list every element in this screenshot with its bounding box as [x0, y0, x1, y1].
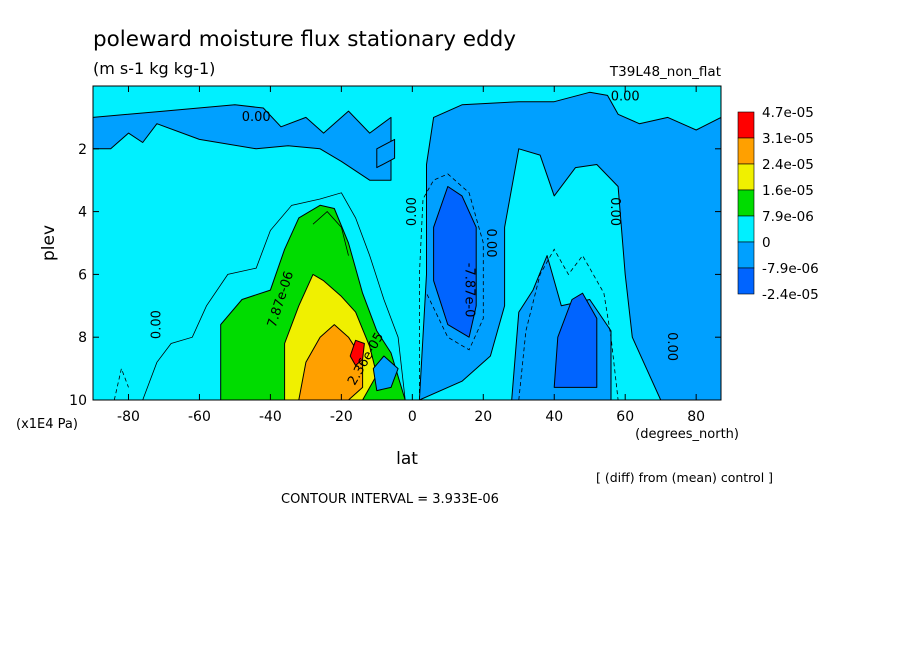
colorbar-label: 3.1e-05	[762, 131, 814, 147]
colorbar-label: 0	[762, 235, 771, 251]
x-tick-label: 80	[687, 409, 705, 425]
chart-units: (m s-1 kg kg-1)	[93, 59, 215, 78]
y-tick-label: 10	[69, 393, 87, 409]
colorbar-label: 2.4e-05	[762, 157, 814, 173]
run-label: T39L48_non_flat	[609, 64, 721, 80]
colorbar-label: -2.4e-05	[762, 287, 819, 303]
x-tick-label: -40	[259, 409, 282, 425]
colorbar-swatch	[737, 189, 755, 217]
contour-label-3: 0.00	[405, 197, 420, 226]
contour-line-2	[418, 173, 484, 400]
contour-label-8: -7.87e-0	[462, 263, 477, 318]
y-tick-label: 8	[78, 330, 87, 346]
contour-label-1: 0.00	[611, 90, 640, 105]
contour-region-2	[376, 138, 396, 169]
plot-area	[93, 86, 721, 400]
contour-line-0	[142, 192, 406, 400]
x-tick-label: 20	[474, 409, 492, 425]
contour-region-9	[298, 324, 364, 400]
contour-label-4: 0.00	[483, 229, 498, 258]
colorbar-label: -7.9e-06	[762, 261, 819, 277]
plot-frame	[92, 85, 722, 401]
contour-line-1	[312, 211, 349, 256]
y-tick-label: 2	[78, 142, 87, 158]
x-axis-unit: (degrees_north)	[635, 427, 739, 442]
x-tick-label: -20	[330, 409, 353, 425]
x-tick-label: 60	[616, 409, 634, 425]
y-tick-label: 6	[78, 267, 87, 283]
x-tick-label: 0	[408, 409, 417, 425]
contour-region-5	[433, 186, 477, 338]
contour-label-5: 0.00	[607, 197, 622, 226]
contour-line-4	[113, 367, 129, 400]
x-tick-label: 40	[545, 409, 563, 425]
y-axis-label: plev	[39, 225, 59, 261]
colorbar-swatch	[737, 241, 755, 269]
contour-region-11	[372, 355, 399, 392]
colorbar-swatch	[737, 137, 755, 165]
colorbar-swatch	[737, 215, 755, 243]
contour-line-3	[518, 248, 619, 400]
y-tick-label: 4	[78, 205, 87, 221]
chart-title: poleward moisture flux stationary eddy	[93, 27, 516, 52]
diff-note: [ (diff) from (mean) control ]	[596, 470, 773, 485]
contour-region-10	[349, 339, 365, 366]
contour-region-1	[93, 104, 392, 181]
colorbar-swatch	[737, 111, 755, 139]
colorbar-label: 1.6e-05	[762, 183, 814, 199]
y-axis-unit: (x1E4 Pa)	[16, 417, 78, 432]
contour-label-6: 0.00	[664, 332, 679, 361]
contour-label-2: 0.00	[149, 310, 164, 339]
colorbar-label: 7.9e-06	[762, 209, 814, 225]
colorbar-swatch	[737, 163, 755, 191]
contour-region-3	[418, 91, 721, 400]
x-tick-label: -80	[117, 409, 140, 425]
contour-region-6	[553, 292, 598, 388]
x-tick-label: -60	[188, 409, 211, 425]
x-axis-label: lat	[396, 449, 418, 469]
contour-interval: CONTOUR INTERVAL = 3.933E-06	[281, 492, 499, 507]
contour-label-0: 0.00	[242, 110, 271, 125]
colorbar-label: 4.7e-05	[762, 105, 814, 121]
colorbar-swatch	[737, 267, 755, 295]
